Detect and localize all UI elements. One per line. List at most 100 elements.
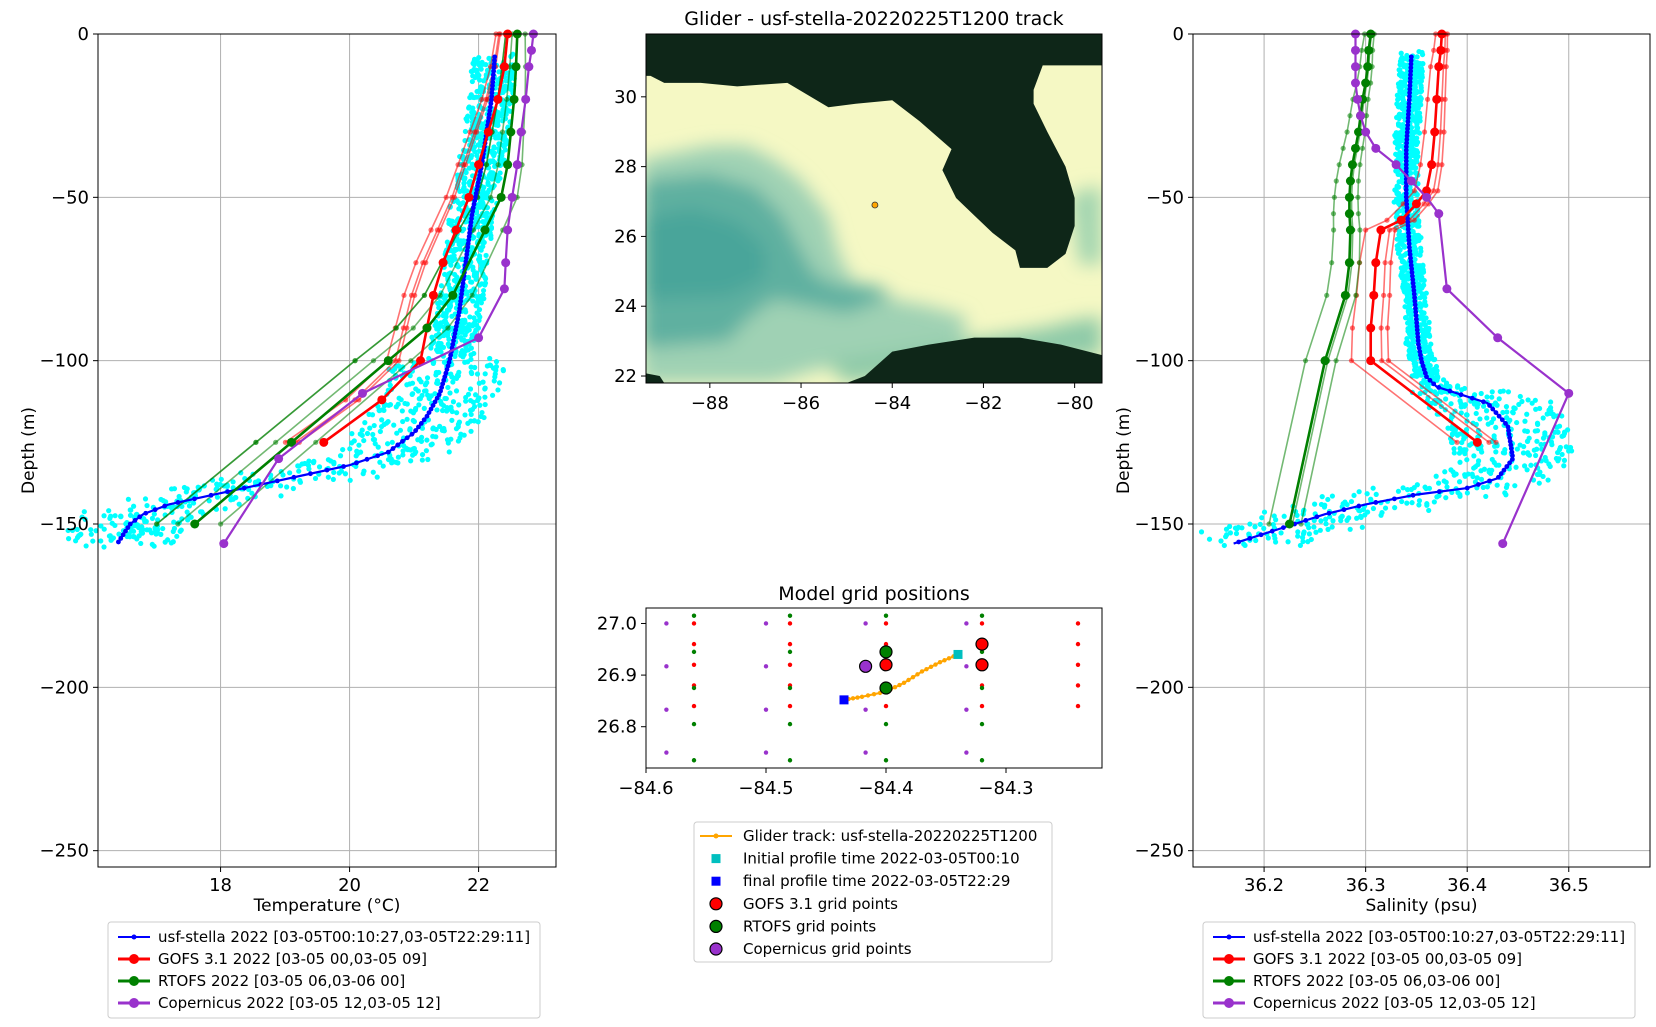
glider-mean-point xyxy=(1436,385,1442,390)
glider-raw-point xyxy=(490,151,496,157)
glider-raw-point xyxy=(448,371,454,377)
rtofs-member-point xyxy=(1266,521,1272,527)
glider-raw-point xyxy=(493,367,499,373)
glider-raw-point xyxy=(1556,423,1563,429)
glider-raw-point xyxy=(1514,446,1520,452)
glider-raw-point xyxy=(377,428,383,435)
gofs-mean-point xyxy=(1396,215,1406,225)
glider-raw-point xyxy=(477,293,483,300)
gofs-member-point xyxy=(1411,217,1417,223)
glider-mean-point xyxy=(1405,122,1411,128)
glider-mean-point xyxy=(465,241,471,247)
glider-raw-point xyxy=(1561,463,1567,469)
glider-raw-point xyxy=(1323,521,1329,527)
glider-raw-point xyxy=(387,382,393,388)
glider-mean-point xyxy=(143,510,149,516)
glider-raw-point xyxy=(1401,107,1407,114)
gofs-grid-point xyxy=(883,641,889,647)
glider-mean-point xyxy=(418,420,424,426)
glider-raw-point xyxy=(1533,452,1539,459)
glider-raw-point xyxy=(1474,475,1480,481)
glider-raw-point xyxy=(466,165,472,171)
copernicus-point xyxy=(1434,209,1444,219)
glider-raw-point xyxy=(342,471,349,477)
glider-mean-point xyxy=(1407,252,1413,257)
glider-track-point xyxy=(859,694,865,699)
glider-raw-point xyxy=(1421,348,1427,354)
glider-raw-point xyxy=(112,513,118,519)
glider-mean-point xyxy=(455,316,461,322)
glider-raw-point xyxy=(1448,401,1454,407)
glider-raw-point xyxy=(1413,90,1420,96)
copernicus-point xyxy=(521,94,531,104)
y-tick-label: 30 xyxy=(614,87,637,108)
glider-raw-point xyxy=(1411,485,1417,491)
glider-mean-point xyxy=(192,496,197,502)
copernicus-point xyxy=(1350,62,1360,72)
gofs-selected-point xyxy=(975,658,989,672)
glider-mean-point xyxy=(1507,460,1512,466)
glider-raw-point xyxy=(446,302,452,309)
glider-mean-point xyxy=(1410,277,1416,283)
glider-raw-point xyxy=(1478,476,1485,482)
glider-raw-point xyxy=(1534,438,1540,444)
glider-mean-point xyxy=(291,474,297,480)
glider-raw-point xyxy=(1411,244,1418,250)
glider-raw-point xyxy=(456,402,462,408)
glider-raw-point xyxy=(419,457,425,463)
glider-mean-point xyxy=(1403,151,1409,157)
glider-raw-point xyxy=(1295,529,1301,535)
glider-mean-point xyxy=(127,521,133,527)
glider-raw-point xyxy=(1488,470,1494,477)
glider-raw-point xyxy=(1411,367,1418,373)
glider-track-point xyxy=(937,659,943,665)
glider-raw-point xyxy=(1259,515,1265,521)
glider-mean-point xyxy=(468,219,474,225)
glider-raw-point xyxy=(475,224,481,230)
glider-mean-point xyxy=(434,395,440,401)
glider-mean-point xyxy=(1407,83,1413,89)
gofs-member-point xyxy=(1417,162,1424,168)
glider-mean-point xyxy=(1408,58,1414,63)
glider-position-marker xyxy=(871,201,879,209)
glider-mean-point xyxy=(1415,338,1421,344)
rtofs-mean-point xyxy=(511,62,521,72)
glider-mean-point xyxy=(1403,165,1409,171)
gofs-member-point xyxy=(1439,162,1445,168)
glider-raw-point xyxy=(483,192,490,198)
gofs-member-point xyxy=(404,325,410,331)
glider-raw-point xyxy=(361,437,367,444)
glider-raw-point xyxy=(457,202,464,208)
glider-raw-point xyxy=(434,380,440,386)
glider-raw-point xyxy=(475,396,481,402)
glider-raw-point xyxy=(155,527,161,533)
glider-raw-point xyxy=(1402,276,1408,283)
glider-mean-point xyxy=(448,352,454,358)
gofs-member-point xyxy=(1428,64,1434,70)
glider-raw-point xyxy=(1521,463,1528,469)
bahamas-bank xyxy=(1102,202,1120,342)
glider-raw-point xyxy=(149,515,156,521)
glider-raw-point xyxy=(502,141,508,147)
glider-raw-point xyxy=(1524,411,1530,417)
glider-raw-point xyxy=(1218,538,1224,544)
glider-mean-point xyxy=(467,230,473,236)
glider-raw-point xyxy=(1399,90,1405,96)
glider-raw-point xyxy=(443,408,449,414)
glider-raw-point xyxy=(1404,292,1410,298)
glider-raw-point xyxy=(295,463,301,469)
glider-raw-point xyxy=(1403,297,1409,304)
glider-mean-point xyxy=(152,507,158,513)
glider-raw-point xyxy=(450,399,457,405)
rtofs-member-point xyxy=(175,521,181,527)
glider-mean-point xyxy=(1326,510,1332,516)
glider-raw-point xyxy=(330,476,336,482)
glider-raw-point xyxy=(183,489,189,495)
glider-raw-point xyxy=(374,474,380,480)
glider-raw-point xyxy=(1407,302,1414,308)
glider-mean-point xyxy=(486,115,492,121)
rtofs-member-point xyxy=(1359,145,1366,151)
rtofs-member-point xyxy=(1330,211,1337,217)
glider-track-point xyxy=(865,693,871,698)
glider-mean-point xyxy=(1411,288,1417,293)
